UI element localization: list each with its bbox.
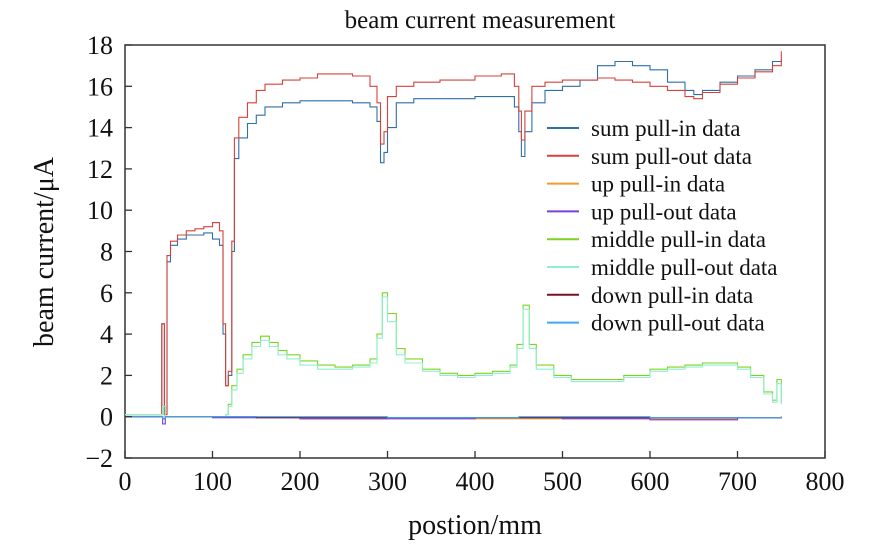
legend-label-2: up pull-in data xyxy=(591,172,725,197)
series-layer xyxy=(125,51,782,425)
y-tick-label-5: 8 xyxy=(100,238,113,267)
x-tick-label-2: 200 xyxy=(281,467,320,496)
x-tick-label-3: 300 xyxy=(368,467,407,496)
y-tick-label-9: 16 xyxy=(87,72,113,101)
x-axis-label: postion/mm xyxy=(408,510,542,541)
legend: sum pull-in data sum pull-out data up pull… xyxy=(547,116,778,336)
x-tick-label-6: 600 xyxy=(631,467,670,496)
y-tick-label-6: 10 xyxy=(87,196,113,225)
y-tick-label-2: 2 xyxy=(100,361,113,390)
x-tick-label-0: 0 xyxy=(119,467,132,496)
y-tick-label-4: 6 xyxy=(100,279,113,308)
series-line-1 xyxy=(125,51,782,416)
legend-label-0: sum pull-in data xyxy=(591,116,740,141)
y-tick-label-10: 18 xyxy=(87,31,113,60)
y-tick-label-7: 12 xyxy=(87,155,113,184)
y-tick-label-3: 4 xyxy=(100,320,113,349)
legend-label-6: down pull-in data xyxy=(591,283,753,308)
legend-label-5: middle pull-out data xyxy=(591,255,778,280)
x-tick-label-4: 400 xyxy=(456,467,495,496)
legend-label-7: down pull-out data xyxy=(591,311,765,336)
x-tick-label-1: 100 xyxy=(193,467,232,496)
y-tick-label-0: −2 xyxy=(85,444,113,473)
legend-label-3: up pull-out data xyxy=(591,199,737,224)
x-tick-label-5: 500 xyxy=(543,467,582,496)
series-line-0 xyxy=(125,59,782,416)
x-tick-label-7: 700 xyxy=(718,467,757,496)
ticks-layer: 0 100 200 300 400 500 600 700 800−20246810121416… xyxy=(85,31,844,496)
legend-label-1: sum pull-out data xyxy=(591,144,752,169)
x-tick-label-8: 800 xyxy=(806,467,845,496)
series-line-5 xyxy=(125,296,782,418)
y-axis-label: beam current/μA xyxy=(29,156,60,347)
series-line-3 xyxy=(125,416,782,425)
series-line-7 xyxy=(125,416,782,420)
y-tick-label-8: 14 xyxy=(87,114,113,143)
chart-title: beam current measurement xyxy=(345,7,616,34)
legend-label-4: middle pull-in data xyxy=(591,227,766,252)
y-tick-label-1: 0 xyxy=(100,403,113,432)
